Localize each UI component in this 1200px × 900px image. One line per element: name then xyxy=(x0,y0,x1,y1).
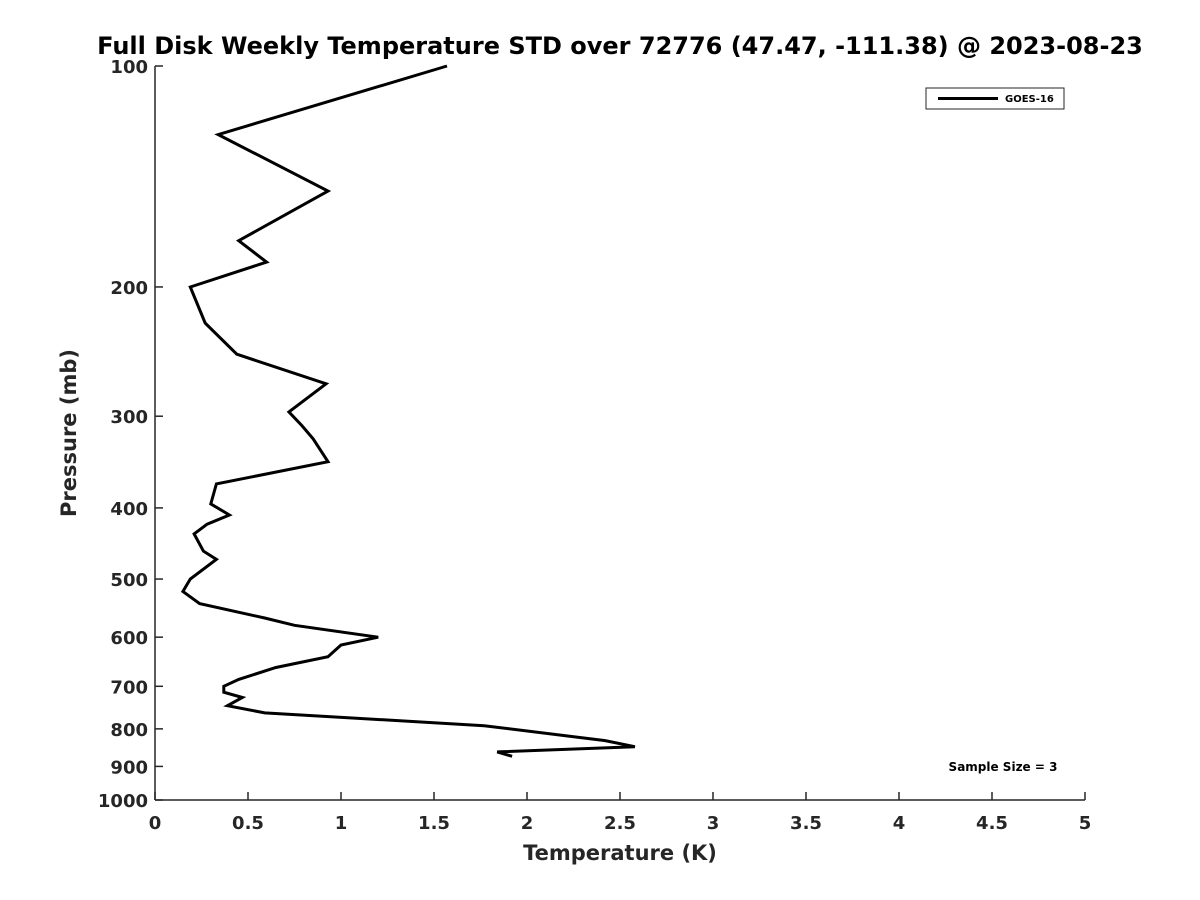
y-tick-label: 700 xyxy=(110,677,148,698)
x-ticks: 0 0.5 1 1.5 2 2.5 3 3.5 4 4.5 5 xyxy=(149,792,1092,834)
series-layer xyxy=(180,64,636,758)
series-line-0 xyxy=(180,64,636,758)
legend: GOES-16 xyxy=(925,87,1065,110)
sample-size-annotation: Sample Size = 3 xyxy=(949,760,1058,774)
y-tick-label: 200 xyxy=(110,278,148,299)
x-tick-label: 0.5 xyxy=(232,813,264,834)
y-tick-label: 400 xyxy=(110,499,148,520)
x-tick-label: 3.5 xyxy=(790,813,822,834)
y-axis-label: Pressure (mb) xyxy=(57,349,81,517)
y-tick-label: 900 xyxy=(110,757,148,778)
chart-title: Full Disk Weekly Temperature STD over 72… xyxy=(97,32,1143,60)
x-tick-label: 0 xyxy=(149,813,162,834)
x-axis-label: Temperature (K) xyxy=(523,841,717,865)
y-tick-label: 300 xyxy=(110,407,148,428)
x-tick-label: 4 xyxy=(893,813,906,834)
x-tick-label: 1.5 xyxy=(418,813,450,834)
x-tick-label: 4.5 xyxy=(976,813,1008,834)
y-tick-label: 800 xyxy=(110,720,148,741)
x-tick-label: 2 xyxy=(521,813,534,834)
legend-label-goes-16: GOES-16 xyxy=(1005,94,1054,105)
y-ticks: 100 200 300 400 500 600 700 800 900 1000 xyxy=(98,57,163,812)
x-tick-label: 1 xyxy=(335,813,348,834)
y-tick-label: 500 xyxy=(110,570,148,591)
y-tick-label: 100 xyxy=(110,57,148,78)
x-tick-label: 2.5 xyxy=(604,813,636,834)
plot-axes xyxy=(154,66,1085,801)
y-tick-label: 1000 xyxy=(98,791,148,812)
x-tick-label: 5 xyxy=(1079,813,1092,834)
x-tick-label: 3 xyxy=(707,813,720,834)
y-tick-label: 600 xyxy=(110,628,148,649)
